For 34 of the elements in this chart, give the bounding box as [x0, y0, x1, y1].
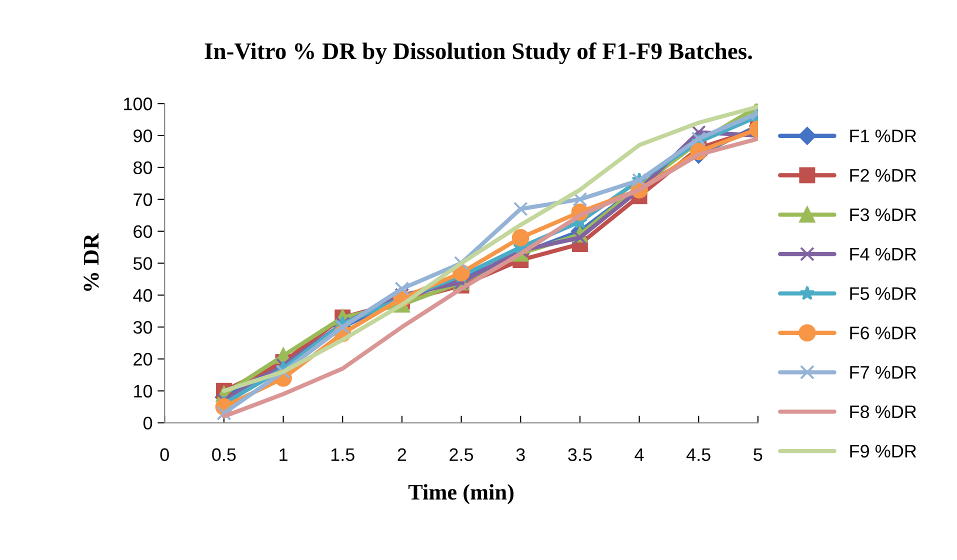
y-tick-label: 80 [134, 161, 152, 174]
y-tick-label: 20 [134, 352, 152, 366]
legend-label: F2 %DR [850, 168, 916, 182]
y-tick-label: 60 [134, 225, 152, 238]
x-tick-label: 2 [398, 448, 406, 461]
y-tick-label: 70 [134, 193, 152, 206]
y-tick-label: 0 [143, 416, 152, 430]
x-tick-label: 0.5 [212, 448, 236, 462]
chart-title: In-Vitro % DR by Dissolution Study of F1-F9 Batches. [204, 42, 752, 64]
x-tick-label: 0 [160, 448, 169, 462]
y-tick-label: 50 [133, 257, 152, 270]
legend-label: F9 %DR [850, 444, 916, 458]
legend-label: F4 %DR [850, 248, 916, 260]
x-tick-label: 1 [280, 448, 288, 461]
x-axis-title: Time (min) [408, 484, 514, 504]
x-tick-label: 4.5 [686, 448, 710, 462]
legend-label: F6 %DR [850, 326, 916, 340]
legend-label: F8 %DR [850, 405, 916, 418]
x-tick-label: 4 [634, 448, 644, 461]
y-axis-title: % DR [84, 233, 99, 291]
y-tick-label: 40 [133, 289, 152, 302]
legend-label: F1 %DR [850, 130, 916, 142]
x-tick-label: 3.5 [568, 448, 592, 462]
y-tick-label: 90 [134, 129, 152, 142]
x-tick-label: 5 [754, 448, 762, 462]
x-tick-label: 1.5 [331, 448, 354, 462]
x-tick-label: 3 [516, 448, 525, 462]
y-tick-label: 100 [124, 98, 152, 110]
y-tick-label: 30 [133, 320, 152, 334]
x-tick-label: 2.5 [450, 448, 474, 462]
legend-label: F7 %DR [850, 366, 916, 379]
y-tick-label: 10 [134, 384, 152, 398]
legend-label: F3 %DR [850, 208, 916, 222]
legend-label: F5 %DR [850, 287, 916, 300]
